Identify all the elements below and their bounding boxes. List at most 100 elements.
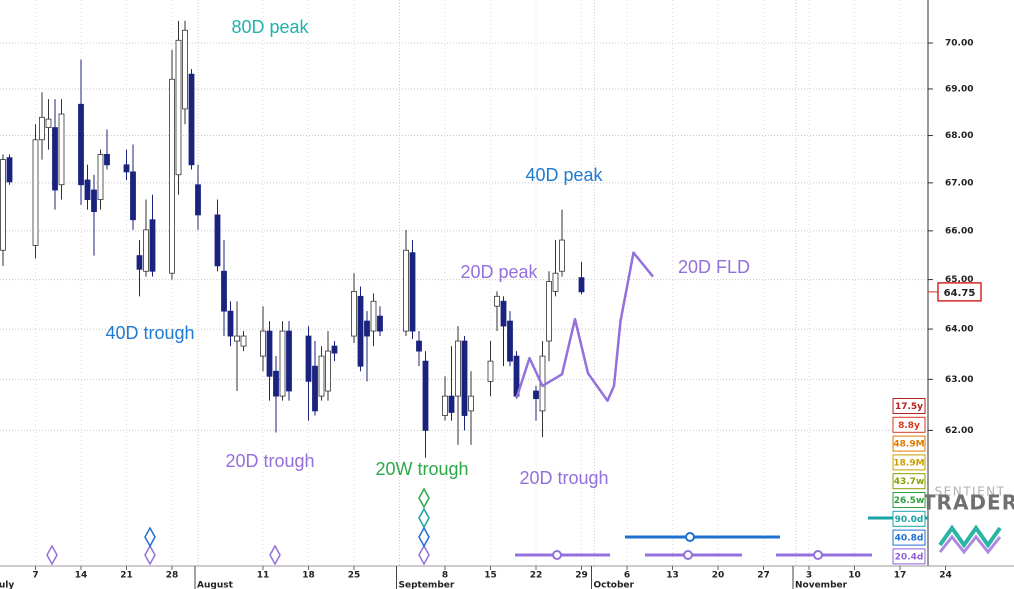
candle-body bbox=[130, 171, 136, 221]
x-tick-label: 14 bbox=[75, 571, 88, 581]
candle-body bbox=[455, 340, 461, 397]
candle-body bbox=[370, 300, 377, 332]
y-tick-label: 66.00 bbox=[945, 226, 973, 236]
x-tick-label: 22 bbox=[530, 571, 543, 581]
y-tick-label: 62.00 bbox=[945, 426, 973, 436]
candle-body bbox=[559, 239, 565, 272]
cycle-length: 90.0d bbox=[895, 515, 924, 525]
cycle-box bbox=[892, 529, 926, 546]
candle-body bbox=[149, 219, 156, 272]
trough-marker bbox=[144, 544, 156, 566]
projection-point bbox=[813, 550, 823, 560]
candle-body bbox=[422, 360, 429, 431]
candle-body bbox=[175, 39, 182, 176]
annotation: 20D trough bbox=[519, 468, 608, 488]
candle-body bbox=[357, 295, 364, 367]
candle-body bbox=[546, 281, 552, 342]
candle-body bbox=[97, 153, 104, 200]
candle-body bbox=[403, 249, 409, 332]
x-tick-label: 17 bbox=[894, 571, 907, 581]
fld-line bbox=[515, 251, 654, 402]
candle-body bbox=[240, 335, 247, 347]
y-tick-label: 68.00 bbox=[945, 131, 973, 141]
trough-marker bbox=[46, 544, 58, 566]
candle-body bbox=[552, 272, 559, 292]
trough-marker bbox=[144, 526, 156, 548]
candle-body bbox=[214, 214, 221, 267]
candle-body bbox=[461, 340, 468, 416]
cycle-box bbox=[892, 454, 926, 471]
candle-body bbox=[227, 310, 234, 337]
y-tick-label: 67.00 bbox=[945, 178, 973, 188]
cycle-box bbox=[892, 473, 926, 490]
cycle-box bbox=[892, 435, 926, 452]
trough-marker bbox=[418, 507, 430, 529]
y-tick-label: 63.00 bbox=[945, 375, 973, 385]
candle-body bbox=[260, 330, 266, 357]
annotation: 20D peak bbox=[460, 262, 538, 282]
last-price-box bbox=[937, 282, 982, 302]
grid bbox=[0, 0, 928, 566]
cycle-length: 20.4d bbox=[895, 552, 924, 562]
y-tick-label: 69.00 bbox=[945, 84, 973, 94]
logo-mark bbox=[938, 524, 1002, 549]
logo-text: TRADER bbox=[922, 491, 1014, 515]
candle-body bbox=[84, 179, 91, 200]
candle-body bbox=[273, 370, 279, 397]
x-tick-label: 15 bbox=[484, 571, 497, 581]
candle-body bbox=[312, 365, 318, 412]
x-tick-label: 24 bbox=[939, 571, 952, 581]
candle-body bbox=[123, 164, 130, 173]
projection-bars bbox=[515, 516, 928, 560]
x-tick-label: 8 bbox=[442, 571, 448, 581]
y-tick-label: 70.00 bbox=[945, 39, 973, 49]
cycle-box bbox=[892, 416, 926, 433]
annotation: 80D peak bbox=[231, 17, 309, 37]
x-tick-label: 29 bbox=[575, 571, 588, 581]
month-label: September bbox=[399, 581, 455, 589]
cycle-box bbox=[892, 510, 926, 527]
candle-body bbox=[442, 395, 448, 416]
candle-body bbox=[507, 320, 513, 362]
x-tick-label: 11 bbox=[257, 571, 270, 581]
cycle-box bbox=[892, 492, 926, 508]
cycle-length: 43.7w bbox=[894, 477, 925, 487]
candle-body bbox=[39, 116, 45, 141]
trough-marker bbox=[418, 526, 430, 548]
candle-body bbox=[188, 73, 195, 166]
candle-body bbox=[143, 229, 149, 272]
annotation: 40D trough bbox=[105, 323, 194, 343]
candle-body bbox=[104, 153, 110, 166]
month-label: July bbox=[0, 581, 14, 589]
trough-marker bbox=[269, 544, 281, 566]
month-label: August bbox=[197, 581, 234, 589]
month-label: October bbox=[594, 581, 635, 589]
cycle-box bbox=[892, 548, 926, 565]
candle-body bbox=[351, 290, 357, 337]
candle-body bbox=[266, 330, 273, 377]
candle-body bbox=[331, 345, 338, 354]
x-tick-label: 18 bbox=[302, 571, 315, 581]
candle-body bbox=[487, 360, 494, 382]
x-tick-label: 28 bbox=[166, 571, 179, 581]
candle-body bbox=[169, 78, 175, 274]
candle-body bbox=[325, 350, 331, 392]
x-tick-label: 21 bbox=[120, 571, 133, 581]
candle-body bbox=[318, 355, 325, 397]
plot-area bbox=[0, 20, 654, 458]
cycle-length: 8.8y bbox=[898, 421, 920, 431]
logo-mark bbox=[938, 534, 1002, 555]
candle-body bbox=[305, 335, 312, 382]
candle-body bbox=[136, 255, 143, 270]
candle-body bbox=[91, 189, 97, 212]
projection-point bbox=[683, 550, 693, 560]
x-tick-label: 27 bbox=[757, 571, 770, 581]
candle-body bbox=[78, 103, 84, 186]
candle-body bbox=[468, 395, 474, 412]
candle-body bbox=[32, 139, 39, 246]
projection-point bbox=[685, 532, 695, 542]
y-tick-label: 65.00 bbox=[945, 275, 973, 285]
candle-body bbox=[416, 340, 422, 352]
